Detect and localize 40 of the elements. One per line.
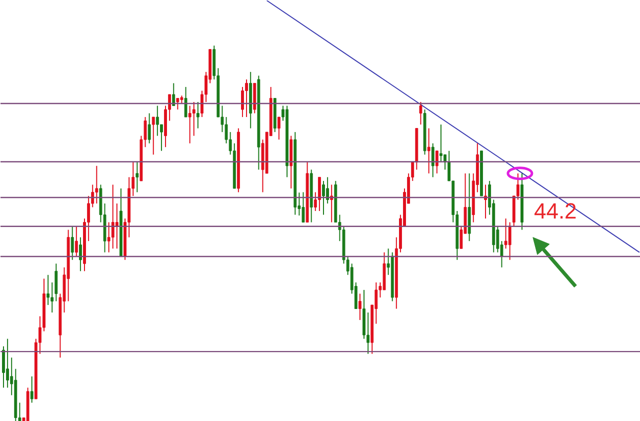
candlestick [188, 105, 192, 144]
candlestick [95, 165, 98, 204]
candlestick [277, 116, 280, 140]
annotation: 44.2 [534, 198, 577, 224]
candlestick [156, 105, 159, 136]
candlestick [50, 282, 54, 313]
candlestick [107, 222, 110, 253]
candlestick [245, 78, 248, 118]
candlestick [54, 263, 58, 302]
candlestick [366, 312, 370, 354]
candlestick [419, 101, 422, 126]
candlestick [508, 222, 512, 260]
candlestick [192, 101, 196, 136]
candlestick [111, 184, 114, 250]
candlestick [318, 176, 321, 212]
candlestick [302, 192, 305, 223]
candlestick [172, 82, 176, 106]
candlestick [2, 346, 5, 388]
candlestick [46, 274, 50, 306]
candlestick [136, 162, 139, 193]
candlestick [358, 293, 362, 321]
candlestick [427, 128, 430, 174]
candlestick [322, 180, 325, 216]
candlestick [148, 112, 151, 144]
candlestick [440, 124, 442, 163]
candlestick [152, 116, 155, 156]
candlestick [184, 86, 188, 118]
candlestick [6, 338, 10, 388]
candlestick [176, 98, 180, 110]
candlestick [78, 236, 82, 272]
candlestick [326, 176, 330, 204]
candlestick [431, 142, 434, 178]
candlestick [30, 376, 34, 404]
candlestick [504, 218, 508, 250]
candlestick [196, 101, 200, 129]
candlestick [435, 150, 438, 174]
candlestick [70, 226, 74, 260]
candlestick [241, 86, 244, 118]
candlestick [74, 226, 78, 257]
candlestick [115, 202, 118, 250]
